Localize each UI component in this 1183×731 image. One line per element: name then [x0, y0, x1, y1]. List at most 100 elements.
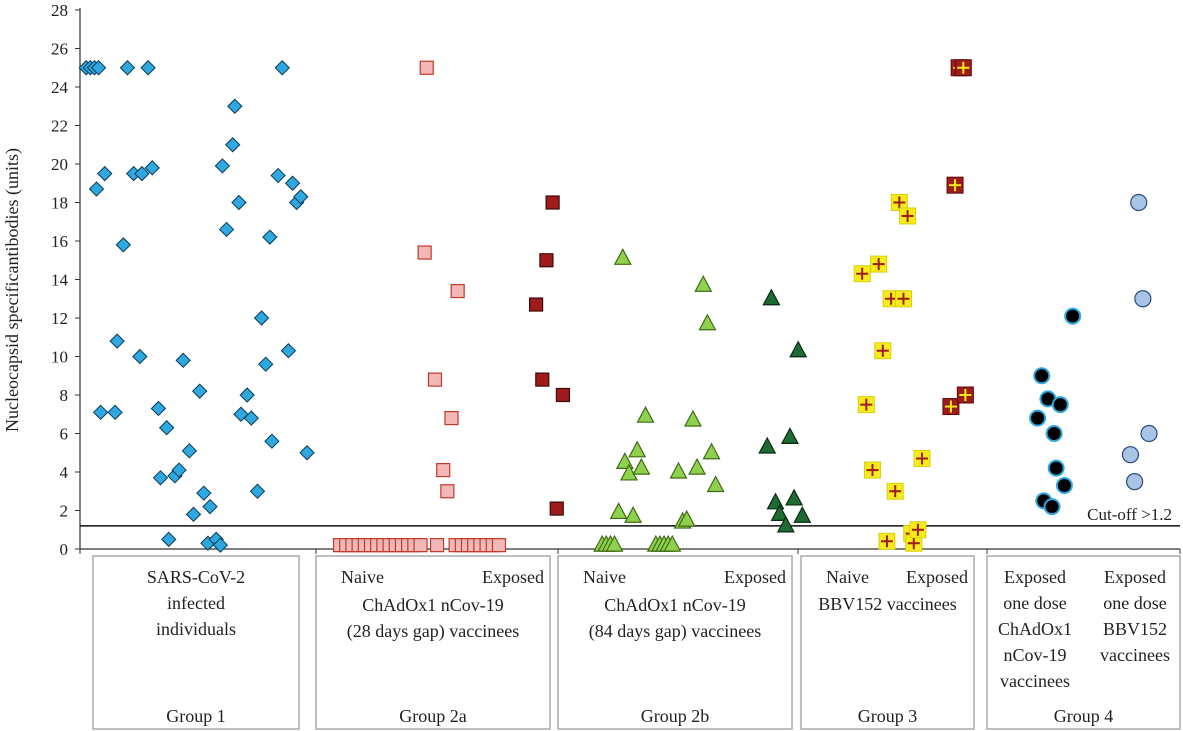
data-point — [107, 404, 123, 421]
data-point — [609, 502, 628, 520]
group-box-footer: Group 2b — [641, 706, 710, 726]
group-box-text: (28 days gap) vaccinees — [347, 621, 519, 642]
y-tick-label: 12 — [51, 309, 68, 328]
data-point — [258, 356, 274, 372]
data-point — [202, 498, 218, 515]
group-box-naive-label: Naive — [341, 567, 384, 587]
data-point — [419, 60, 434, 75]
data-point — [770, 504, 789, 521]
data-point — [683, 409, 702, 427]
y-tick-label: 22 — [51, 117, 68, 136]
data-point — [766, 492, 785, 510]
y-tick-label: 24 — [51, 78, 69, 97]
data-point — [274, 60, 290, 76]
data-point — [1051, 396, 1069, 414]
group-box-frame — [800, 555, 975, 730]
group-box-text: ChAdOx1 nCov-19 — [604, 595, 746, 615]
data-point — [688, 457, 707, 475]
data-point — [1064, 307, 1082, 325]
group-4-box: Exposed one dose ChAdOx1 nCov-19 vaccinees Ex… — [986, 555, 1181, 730]
data-point — [605, 534, 624, 552]
data-point — [152, 470, 169, 486]
data-point — [1033, 367, 1051, 385]
data-point — [613, 248, 632, 265]
group-box-text: ChAdOx1 — [998, 619, 1072, 639]
data-point — [1130, 193, 1148, 212]
y-tick-label: 14 — [51, 271, 69, 290]
y-axis-label: Nucleocapsid specificantibodies (units) — [2, 148, 23, 432]
y-tick-label: 0 — [60, 540, 69, 559]
data-point — [280, 343, 297, 359]
group-box-frame — [557, 555, 793, 730]
data-point — [1140, 424, 1158, 443]
data-point — [776, 515, 795, 533]
data-point — [218, 221, 235, 238]
y-tick-label: 16 — [51, 232, 68, 251]
group-box-text: ChAdOx1 nCov-19 — [362, 595, 504, 615]
data-point — [758, 436, 777, 454]
group-box-text: individuals — [156, 619, 236, 639]
data-point — [789, 340, 808, 358]
data-point — [214, 158, 231, 174]
data-point — [450, 283, 465, 299]
data-point — [1134, 290, 1152, 308]
data-point — [227, 98, 243, 114]
data-point — [780, 427, 799, 444]
data-point — [555, 387, 571, 403]
y-tick-label: 8 — [60, 386, 69, 405]
data-point — [253, 310, 270, 326]
data-points — [78, 59, 1158, 553]
data-point — [243, 410, 260, 426]
group-box-exposed-label: Exposed — [724, 567, 786, 587]
group-box-text: infected — [167, 593, 225, 613]
data-point — [1125, 473, 1144, 491]
data-point — [132, 348, 148, 365]
data-point — [231, 194, 247, 211]
y-tick-label: 2 — [60, 502, 69, 521]
data-point — [698, 313, 717, 331]
data-point — [239, 387, 255, 403]
data-point — [212, 537, 229, 553]
data-point — [225, 137, 241, 153]
group-box-footer: Group 3 — [858, 706, 918, 726]
group-box-text: vaccinees — [1100, 645, 1170, 665]
data-point — [429, 538, 445, 553]
group-box-text: BBV152 — [1103, 619, 1167, 639]
data-point — [436, 462, 451, 478]
data-point — [528, 297, 544, 312]
data-point — [161, 531, 177, 548]
group-box-footer: Group 2a — [399, 706, 466, 726]
data-point — [632, 457, 651, 475]
y-tick-label: 28 — [51, 1, 68, 20]
data-point — [1047, 459, 1065, 477]
data-point — [1121, 446, 1140, 464]
data-point — [628, 440, 647, 458]
data-point — [624, 505, 643, 523]
data-point — [264, 433, 280, 449]
data-point — [299, 445, 315, 461]
data-point — [1043, 498, 1061, 516]
group-1-box: SARS-CoV-2 infected individuals Group 1 — [92, 555, 300, 730]
data-point — [636, 405, 655, 423]
group-box-naive-label: Naive — [826, 567, 869, 587]
data-point — [440, 484, 455, 499]
data-point — [706, 475, 725, 493]
data-point — [1055, 476, 1073, 494]
data-point — [270, 167, 286, 184]
data-point — [175, 352, 191, 369]
data-point — [535, 372, 550, 387]
y-tick-label: 20 — [51, 155, 68, 174]
data-point — [762, 288, 781, 306]
data-point — [669, 461, 688, 479]
data-point — [663, 534, 682, 552]
data-point — [115, 237, 132, 253]
group-box-text: SARS-CoV-2 — [147, 567, 245, 587]
data-point — [444, 411, 459, 426]
group-box-text: nCov-19 — [1004, 645, 1067, 665]
group-box-footer: Group 4 — [1054, 706, 1114, 726]
data-point — [702, 442, 721, 460]
group-box-text: one dose — [1003, 593, 1066, 613]
data-point — [109, 333, 125, 349]
